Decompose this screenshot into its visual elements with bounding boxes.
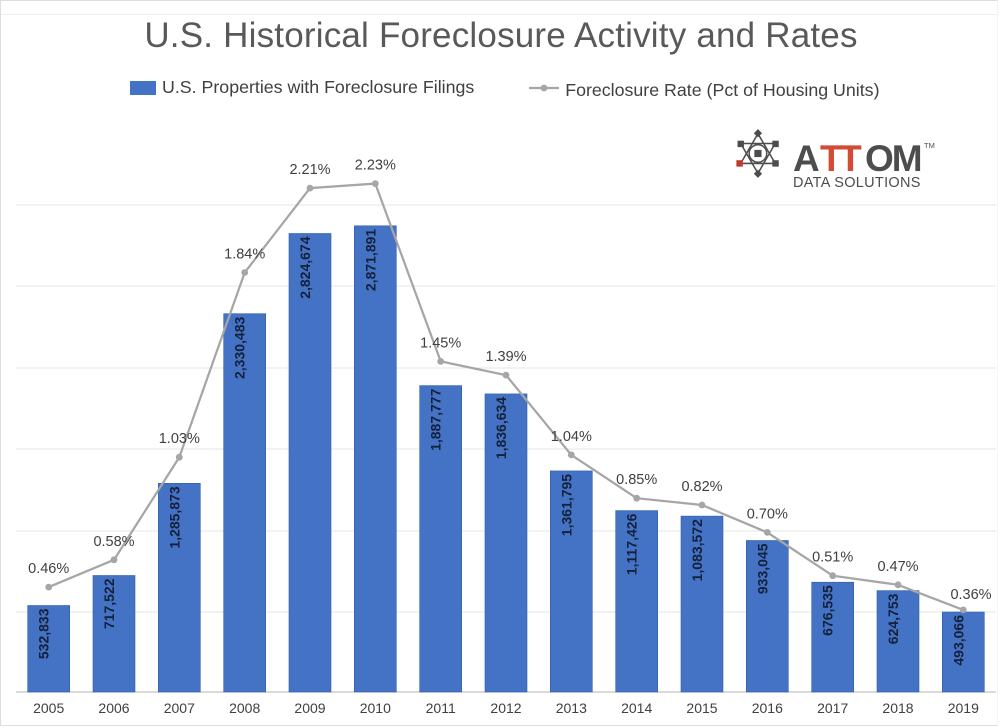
svg-text:A: A: [793, 138, 819, 179]
svg-text:2018: 2018: [882, 700, 913, 716]
svg-text:2,871,891: 2,871,891: [362, 229, 378, 291]
svg-text:2.21%: 2.21%: [289, 162, 330, 178]
svg-text:1,117,426: 1,117,426: [624, 513, 640, 575]
svg-text:2014: 2014: [621, 700, 652, 716]
svg-text:933,045: 933,045: [754, 543, 770, 594]
svg-text:676,535: 676,535: [820, 585, 836, 636]
svg-text:2,824,674: 2,824,674: [297, 236, 313, 298]
svg-text:2011: 2011: [426, 700, 456, 716]
svg-text:0.47%: 0.47%: [877, 559, 918, 575]
svg-text:2009: 2009: [294, 700, 325, 716]
svg-text:493,066: 493,066: [950, 615, 966, 666]
svg-text:DATA SOLUTIONS: DATA SOLUTIONS: [793, 175, 921, 191]
svg-text:TM: TM: [924, 141, 935, 150]
svg-text:OM: OM: [865, 138, 921, 179]
svg-text:0.51%: 0.51%: [812, 550, 853, 566]
svg-text:0.46%: 0.46%: [28, 561, 69, 577]
svg-text:0.36%: 0.36%: [950, 587, 991, 603]
svg-text:2015: 2015: [686, 700, 717, 716]
svg-text:1.45%: 1.45%: [420, 335, 461, 351]
svg-text:0.85%: 0.85%: [616, 472, 657, 488]
svg-text:1,887,777: 1,887,777: [428, 388, 444, 450]
svg-text:0.82%: 0.82%: [681, 479, 722, 495]
svg-text:1,083,572: 1,083,572: [689, 519, 705, 581]
svg-text:2006: 2006: [98, 700, 129, 716]
svg-text:2010: 2010: [360, 700, 391, 716]
svg-text:2016: 2016: [752, 700, 783, 716]
svg-text:2,330,483: 2,330,483: [232, 317, 248, 379]
svg-text:0.70%: 0.70%: [747, 506, 788, 522]
svg-text:1.39%: 1.39%: [485, 349, 526, 365]
svg-text:2007: 2007: [164, 700, 195, 716]
svg-text:2.23%: 2.23%: [355, 158, 396, 174]
svg-text:2008: 2008: [229, 700, 260, 716]
svg-text:1,285,873: 1,285,873: [166, 486, 182, 548]
svg-text:1.84%: 1.84%: [224, 247, 265, 263]
svg-text:0.58%: 0.58%: [93, 534, 134, 550]
svg-text:1.04%: 1.04%: [551, 429, 592, 445]
svg-text:717,522: 717,522: [101, 578, 117, 629]
svg-text:2017: 2017: [817, 700, 848, 716]
svg-text:1.03%: 1.03%: [159, 431, 200, 447]
svg-text:2013: 2013: [556, 700, 587, 716]
svg-text:624,753: 624,753: [885, 593, 901, 644]
svg-text:1,361,795: 1,361,795: [558, 474, 574, 536]
svg-text:2019: 2019: [948, 700, 979, 716]
svg-text:2005: 2005: [33, 700, 64, 716]
svg-text:TT: TT: [820, 138, 862, 179]
svg-text:2012: 2012: [490, 700, 521, 716]
svg-text:532,833: 532,833: [36, 608, 52, 659]
svg-text:1,836,634: 1,836,634: [493, 397, 509, 459]
